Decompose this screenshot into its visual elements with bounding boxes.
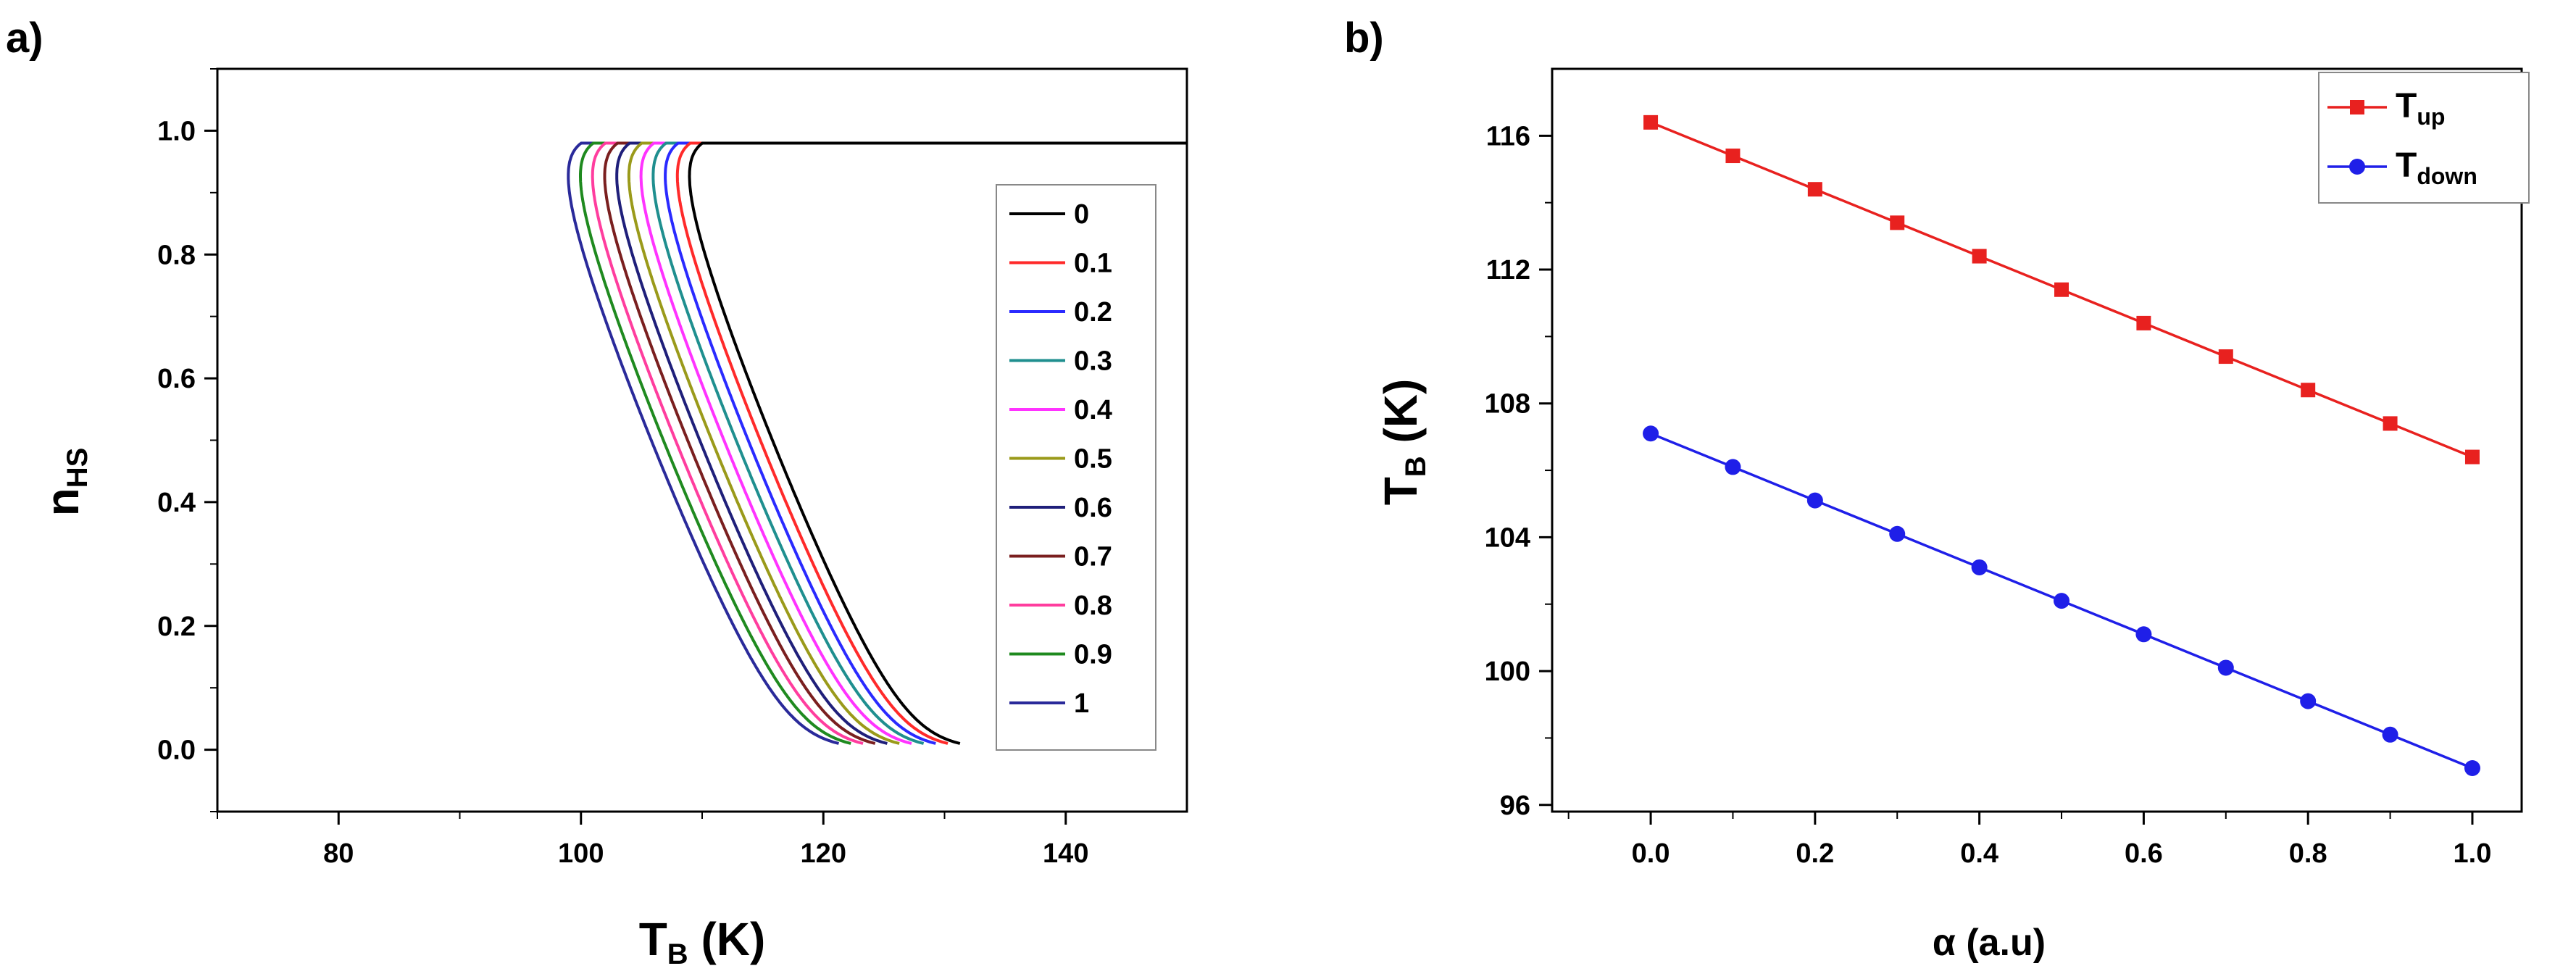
legend-a: 0 0.1 0.2 0.3 0.4 0.5 0.6 0.7 0.8 0.9 1 [996,184,1156,751]
point-up [2054,282,2069,297]
curve-alpha-1 [567,141,1187,745]
legend-a-label: 0.9 [1074,640,1112,670]
chart-b: 0.0 0.2 0.4 0.6 0.8 1.0 96 100 104 108 112 116 TB … [1375,67,2530,964]
y-ticks-a: 0.0 0.2 0.4 0.6 0.8 1.0 [157,68,217,812]
y-tick-label: 100 [1485,657,1530,687]
legend-a-label: 1 [1074,688,1089,719]
curves-a [567,141,1187,745]
curve-alpha-0.4 [639,141,1187,745]
point-up [1643,114,1659,130]
panel-a-label: a) [6,14,43,62]
x-tick-label: 100 [558,838,604,869]
point-up [2464,449,2480,464]
legend-a-label: 0.3 [1074,346,1112,377]
point-up [1890,215,1905,230]
x-tick-label: 0.0 [1632,838,1670,869]
legend-b-marker [2349,159,2365,175]
legend-a-label: 0.6 [1074,493,1112,523]
y-tick-label: 96 [1500,791,1530,821]
point-down [2300,693,2317,709]
point-down [2054,593,2070,609]
legend-a-label: 0.1 [1074,249,1112,279]
y-ticks-b: 96 100 104 108 112 116 [1485,121,1552,821]
curve-alpha-0.2 [664,141,1187,745]
y-axis-title-a: nHS [36,448,93,517]
legend-b-marker [2350,100,2364,114]
y-tick-label: 0.8 [157,240,196,270]
point-down [2217,659,2234,676]
point-down [1643,425,1659,442]
y-tick-label: 108 [1485,389,1530,420]
legend-a-label: 0.2 [1074,297,1112,328]
x-tick-label: 120 [801,838,846,869]
legend-a-box [996,184,1156,751]
legend-a-label: 0.5 [1074,444,1112,475]
curve-alpha-0 [688,141,1187,745]
y-tick-label: 0.2 [157,612,196,642]
point-up [2136,315,2151,330]
point-down [2464,759,2480,776]
x-tick-label: 0.8 [2289,838,2327,869]
y-tick-label: 0.4 [157,488,196,518]
point-up [2218,349,2233,364]
curve-alpha-0.8 [591,141,1187,745]
point-up [1972,249,1987,264]
legend-a-label: 0.4 [1074,395,1112,425]
legend-a-label: 0.7 [1074,542,1112,572]
point-down [1725,459,1741,475]
y-tick-label: 112 [1486,255,1530,286]
legend-b-box [2318,72,2530,204]
x-tick-label: 1.0 [2454,838,2492,869]
panel-b-label: b) [1344,14,1384,62]
plot-frame-b [1551,67,2523,813]
point-down [2382,726,2398,743]
y-tick-label: 1.0 [157,116,196,146]
x-ticks-b: 0.0 0.2 0.4 0.6 0.8 1.0 [1567,812,2492,869]
point-up [2383,416,2398,431]
curve-alpha-0.1 [675,141,1187,745]
point-down [1806,492,1823,509]
legend-a-label: 0.8 [1074,591,1112,621]
legend-b-label: Tup [2396,87,2445,130]
curve-alpha-0.7 [603,141,1187,745]
legend-b-label: Tdown [2396,146,2477,189]
curve-alpha-0.9 [579,141,1187,745]
point-down [1889,525,1906,542]
curve-alpha-0.3 [651,141,1187,745]
curve-alpha-0.6 [615,141,1187,745]
y-axis-title-b: TB (K) [1375,379,1432,506]
x-axis-title-a: TB (K) [639,913,766,970]
x-tick-label: 80 [323,838,354,869]
y-tick-label: 116 [1486,121,1530,151]
y-tick-label: 104 [1485,522,1530,553]
x-tick-label: 0.6 [2125,838,2163,869]
point-down [2135,626,2152,643]
series-b [1643,114,2480,776]
x-axis-title-b: α (a.u) [1933,922,2046,964]
y-tick-label: 0.0 [157,736,196,766]
point-up [2301,383,2316,398]
x-ticks-a: 80 100 120 140 [217,812,1088,869]
x-tick-label: 0.4 [1960,838,1998,869]
chart-a: 80 100 120 140 0.0 0.2 0.4 0.6 0.8 1.0 nHS TB (K… [36,67,1188,970]
y-tick-label: 0.6 [157,364,196,394]
point-up [1725,149,1741,164]
legend-b: Tup Tdown [2318,72,2530,204]
x-tick-label: 140 [1043,838,1088,869]
point-down [1971,559,1988,575]
legend-a-label: 0 [1074,199,1089,230]
curve-alpha-0.5 [627,141,1187,745]
x-tick-label: 0.2 [1796,838,1834,869]
point-up [1807,182,1822,197]
